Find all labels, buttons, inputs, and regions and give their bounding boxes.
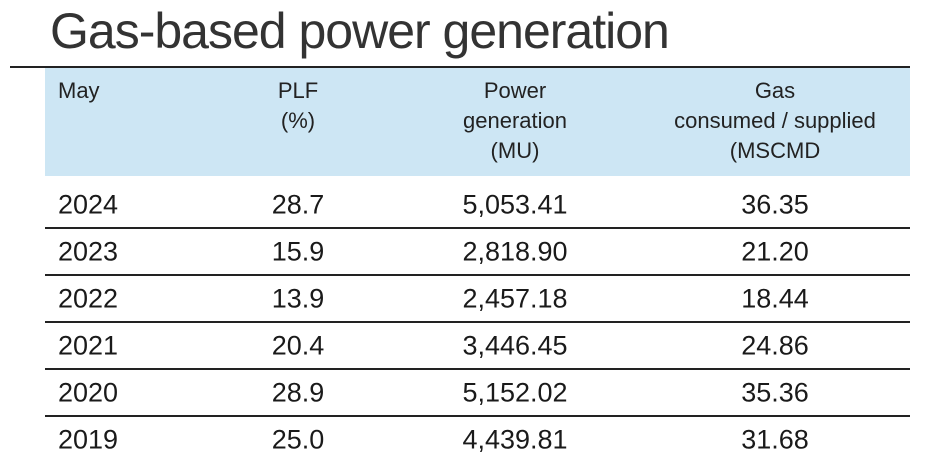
cell-value: 25.0 [271,424,325,454]
row-label: 2020 [58,377,119,407]
row-separator [45,321,910,323]
header-cell: May [58,76,100,106]
cell-value: 4,439.81 [462,424,568,454]
row-label: 2019 [58,424,119,454]
cell-value: 28.7 [271,189,325,219]
header-line: (MSCMD [729,138,821,163]
cell-value: 3,446.45 [462,330,568,360]
cell-value: 13.9 [271,283,325,313]
cell-value: 2,818.90 [462,236,568,266]
header-cell: Gas consumed / supplied (MSCMD [674,76,876,166]
header-line: May [58,78,100,103]
cell-value: 31.68 [741,424,809,454]
header-band [45,68,910,176]
row-label: 2021 [58,330,119,360]
row-separator [45,368,910,370]
row-label: 2023 [58,236,119,266]
row-separator [45,227,910,229]
cell-value: 36.35 [741,189,809,219]
cell-value: 24.86 [741,330,809,360]
header-cell: PLF (%) [278,76,318,136]
header-line: (MU) [490,138,540,163]
header-line: (%) [280,108,316,133]
cell-value: 5,152.02 [462,377,568,407]
header-cell: Power generation (MU) [463,76,567,166]
cell-value: 2,457.18 [462,283,568,313]
title: Gas-based power generation [50,3,670,59]
header-line: Gas [754,78,796,103]
cell-value: 18.44 [741,283,809,313]
header-line: Power [483,78,547,103]
row-separator [45,274,910,276]
row-label: 2022 [58,283,119,313]
cell-value: 28.9 [271,377,325,407]
cell-value: 15.9 [271,236,325,266]
row-label: 2024 [58,189,119,219]
cell-value: 20.4 [271,330,325,360]
header-line: generation [463,108,567,133]
top-rule [10,66,910,68]
cell-value: 5,053.41 [462,189,568,219]
header-line: PLF [277,78,319,103]
header-line: consumed / supplied [674,108,876,133]
cell-value: 35.36 [741,377,809,407]
row-separator [45,415,910,417]
cell-value: 21.20 [741,236,809,266]
